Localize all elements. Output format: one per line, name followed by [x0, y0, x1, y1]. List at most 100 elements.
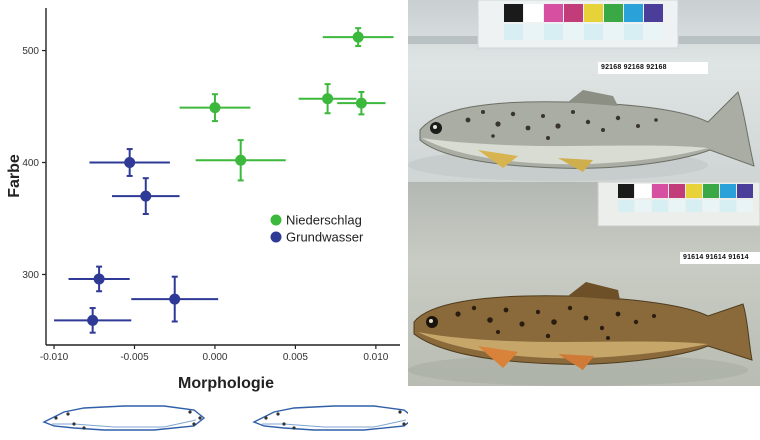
landmark-dot — [54, 416, 58, 420]
fish-spot — [496, 330, 500, 334]
y-tick-label: 500 — [22, 46, 39, 57]
fish-spot — [471, 305, 477, 311]
data-point-grundwasser — [131, 275, 219, 323]
color-swatch — [720, 184, 736, 198]
fish-spot — [510, 111, 516, 117]
landmark-dot — [276, 412, 280, 416]
y-tick-label: 300 — [22, 270, 39, 281]
fish-spot — [545, 333, 551, 339]
color-swatch-light — [669, 200, 685, 212]
landmark-dot — [66, 412, 70, 416]
fish-spot — [599, 325, 605, 331]
data-point-grundwasser — [54, 307, 132, 334]
body-shape-outline-1 — [42, 405, 206, 431]
color-swatch-light — [652, 200, 668, 212]
fish-spot — [615, 311, 621, 317]
point-marker — [124, 157, 136, 169]
fish-spot — [567, 305, 573, 311]
point-marker — [355, 97, 367, 109]
point-marker — [209, 102, 221, 114]
x-axis-label: Morphologie — [178, 375, 274, 392]
fish-spot — [615, 115, 621, 121]
color-swatch — [584, 4, 603, 22]
color-swatch — [504, 4, 523, 22]
color-calibration-chart-bottom — [618, 184, 753, 212]
color-swatch-light — [584, 24, 603, 40]
fish-spot — [654, 118, 658, 122]
fish-spot — [535, 309, 541, 315]
outline-inner — [52, 419, 197, 428]
fish-spot — [546, 136, 550, 140]
color-swatch — [703, 184, 719, 198]
color-swatch-light — [635, 200, 651, 212]
landmark-dot — [198, 416, 202, 420]
fish-spot — [601, 128, 605, 132]
legend-label: Grundwasser — [286, 230, 364, 245]
color-calibration-chart — [504, 4, 663, 40]
body-shape-outline-2 — [252, 405, 408, 431]
landmark-dot — [192, 422, 196, 426]
fish-spot — [583, 315, 589, 321]
chart-points — [54, 27, 394, 334]
photo-top-drawing — [408, 0, 760, 181]
color-swatch-light — [703, 200, 719, 212]
fish-spot — [503, 307, 509, 313]
color-swatch — [669, 184, 685, 198]
legend-label: Niederschlag — [286, 213, 362, 228]
outline-path — [42, 405, 206, 431]
x-tick-label: -0.005 — [120, 352, 149, 363]
data-point-niederschlag — [298, 83, 357, 115]
fish-spot — [491, 134, 495, 138]
fish-spot — [636, 124, 640, 128]
color-swatch — [635, 184, 651, 198]
point-marker — [322, 93, 334, 105]
fish-spot — [551, 319, 557, 325]
data-point-grundwasser — [68, 265, 130, 293]
landmark-dot — [292, 426, 296, 430]
fish-spot — [455, 311, 461, 317]
data-point-niederschlag — [322, 27, 394, 48]
fish-spot — [481, 110, 485, 114]
fish-spot — [633, 319, 639, 325]
color-swatch-light — [624, 24, 643, 40]
color-swatch — [652, 184, 668, 198]
fish-spot — [606, 336, 610, 340]
color-swatch-light — [737, 200, 753, 212]
point-marker — [235, 154, 247, 166]
fish-spot — [571, 110, 575, 114]
fish-spot — [465, 117, 471, 123]
color-swatch-light — [618, 200, 634, 212]
color-swatch — [544, 4, 563, 22]
photo-bottom-drawing — [408, 182, 760, 386]
fish-spot — [652, 314, 656, 318]
legend-marker — [270, 214, 282, 226]
pale-trout-fish — [419, 90, 755, 172]
color-swatch — [737, 184, 753, 198]
color-swatch — [644, 4, 663, 22]
point-marker — [93, 273, 105, 285]
landmark-dot — [72, 422, 76, 426]
color-swatch — [624, 4, 643, 22]
color-swatch — [618, 184, 634, 198]
landmark-dot — [402, 422, 406, 426]
data-point-grundwasser — [111, 177, 180, 216]
outline-path — [252, 405, 408, 431]
outline-inner — [262, 419, 407, 428]
data-point-grundwasser — [89, 148, 170, 177]
photo-dark-trout: 91614 91614 91614 — [408, 182, 760, 386]
point-marker — [352, 31, 364, 43]
chart-legend: Niederschlag Grundwasser — [270, 213, 364, 245]
data-point-niederschlag — [179, 93, 251, 123]
sample-tag-top: 92168 92168 92168 — [598, 62, 708, 74]
point-marker — [87, 314, 99, 326]
photo-pale-trout: 92168 92168 92168 — [408, 0, 760, 182]
x-tick-label: -0.010 — [40, 352, 69, 363]
color-swatch-light — [720, 200, 736, 212]
color-swatch — [686, 184, 702, 198]
landmark-dot — [188, 410, 192, 414]
body-shape-outlines — [42, 405, 408, 431]
legend-marker — [270, 231, 282, 243]
chart-axes: -0.010 -0.005 0.000 0.005 0.010 300 400 500 — [22, 8, 400, 363]
y-tick-label: 400 — [22, 158, 39, 169]
color-swatch-light — [544, 24, 563, 40]
